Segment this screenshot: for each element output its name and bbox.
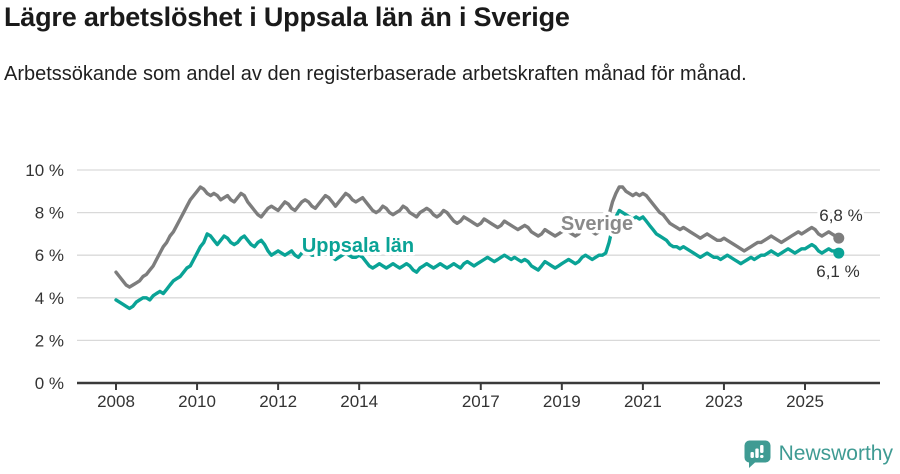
exclamation-bar: [759, 445, 764, 453]
series-end-value-sverige: 6,8 %: [819, 206, 862, 225]
x-axis-tick-label: 2019: [543, 392, 581, 411]
x-axis-tick-label: 2010: [178, 392, 216, 411]
chart-title: Lägre arbetslöshet i Uppsala län än i Sv…: [4, 2, 570, 32]
y-axis-tick-label: 2 %: [35, 331, 64, 350]
x-axis-tick-label: 2025: [786, 392, 824, 411]
x-axis-tick-label: 2023: [705, 392, 743, 411]
series-line-uppsala-l-n: [114, 208, 841, 311]
brand-name: Newsworthy: [778, 441, 893, 465]
series-label-uppsala-l-n: Uppsala län: [302, 235, 414, 257]
x-axis-tick-label: 2017: [462, 392, 500, 411]
bar-short: [750, 452, 754, 458]
y-axis-tick-label: 10 %: [25, 161, 64, 180]
series-line-sverige: [114, 185, 841, 289]
series-end-dot-sverige: [833, 232, 845, 244]
chart-subtitle: Arbetssökande som andel av den registerb…: [4, 63, 747, 85]
brand-footer[interactable]: Newsworthy: [744, 439, 893, 468]
x-axis-tick-label: 2014: [340, 392, 378, 411]
bar-tall: [754, 448, 759, 458]
x-axis-tick-label: 2012: [259, 392, 297, 411]
series-end-value-uppsala-l-n: 6,1 %: [816, 262, 859, 281]
y-axis-tick-label: 4 %: [35, 289, 64, 308]
series-label-sverige: Sverige: [561, 213, 633, 235]
series-end-dot-uppsala-l-n: [833, 247, 845, 259]
y-axis-tick-label: 0 %: [35, 374, 64, 393]
exclamation-dot: [759, 455, 764, 458]
y-axis-tick-label: 8 %: [35, 204, 64, 223]
x-axis-tick-label: 2021: [624, 392, 662, 411]
x-axis-tick-label: 2008: [97, 392, 135, 411]
y-axis-tick-label: 6 %: [35, 246, 64, 265]
newsworthy-logo-icon: [744, 440, 771, 468]
